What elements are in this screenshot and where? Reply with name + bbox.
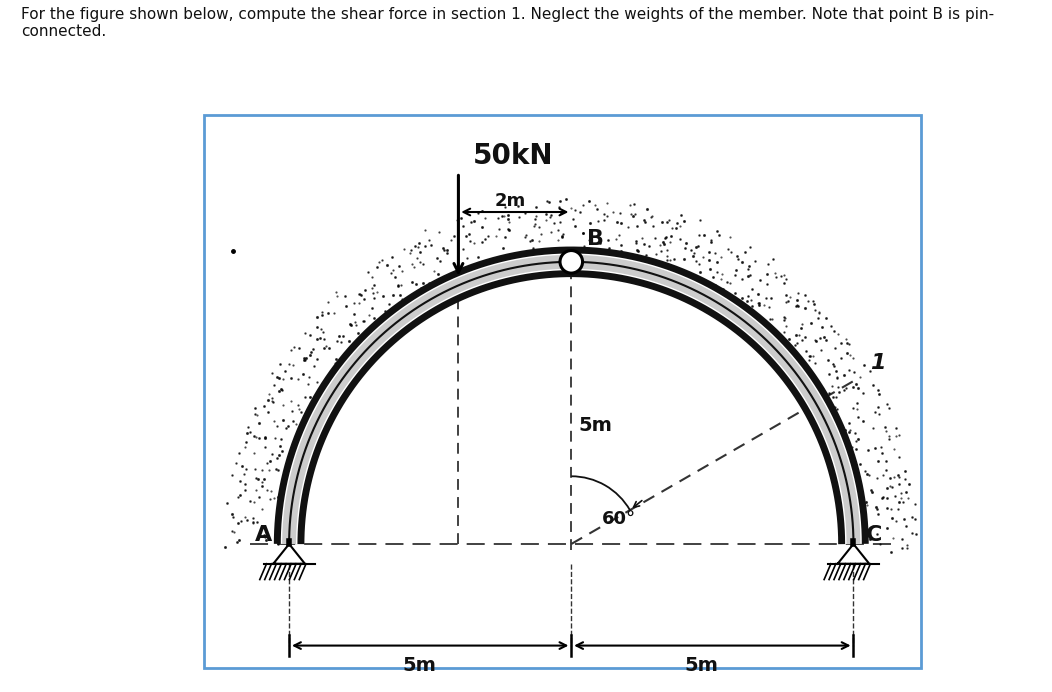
Polygon shape xyxy=(837,544,869,564)
Text: 2m: 2m xyxy=(495,192,526,210)
Text: 50kN: 50kN xyxy=(472,142,553,170)
Text: 5m: 5m xyxy=(684,656,719,675)
Text: 5m: 5m xyxy=(578,416,612,435)
Text: 60°: 60° xyxy=(603,510,636,528)
Text: For the figure shown below, compute the shear force in section 1. Neglect the we: For the figure shown below, compute the … xyxy=(21,7,994,39)
Text: A: A xyxy=(256,525,272,545)
Circle shape xyxy=(560,251,583,273)
Polygon shape xyxy=(274,544,305,564)
Text: B: B xyxy=(587,229,604,249)
Text: 5m: 5m xyxy=(402,656,436,675)
Text: 1: 1 xyxy=(870,353,886,373)
Text: C: C xyxy=(866,525,883,545)
